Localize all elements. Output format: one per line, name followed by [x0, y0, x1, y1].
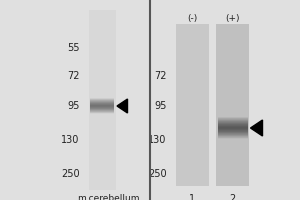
Bar: [90, 104, 114, 105]
Bar: [90, 107, 114, 108]
Bar: [218, 126, 248, 127]
Text: (+): (+): [225, 14, 240, 23]
Bar: [90, 109, 114, 110]
Bar: [90, 103, 114, 104]
Bar: [88, 10, 116, 190]
Bar: [90, 112, 114, 113]
Bar: [218, 138, 248, 139]
Bar: [218, 121, 248, 122]
Bar: [218, 135, 248, 136]
Bar: [90, 110, 114, 111]
Bar: [218, 136, 248, 137]
Polygon shape: [117, 99, 128, 113]
Text: 130: 130: [148, 135, 166, 145]
Bar: [90, 101, 114, 102]
Bar: [218, 127, 248, 128]
Text: m.cerebellum: m.cerebellum: [77, 194, 139, 200]
Bar: [218, 120, 248, 121]
Text: 72: 72: [67, 71, 80, 81]
Text: 95: 95: [67, 101, 80, 111]
Bar: [218, 129, 248, 130]
Bar: [218, 128, 248, 129]
Text: 55: 55: [67, 43, 80, 53]
Text: 130: 130: [61, 135, 80, 145]
Bar: [218, 123, 248, 124]
Bar: [218, 118, 248, 119]
Text: 2: 2: [230, 194, 236, 200]
Polygon shape: [250, 120, 262, 136]
Text: 250: 250: [61, 169, 80, 179]
Bar: [90, 111, 114, 112]
Bar: [218, 125, 248, 126]
Bar: [218, 124, 248, 125]
Bar: [90, 99, 114, 100]
Text: 250: 250: [148, 169, 167, 179]
Bar: [90, 106, 114, 107]
Bar: [90, 113, 114, 114]
Bar: [90, 102, 114, 103]
Bar: [218, 131, 248, 132]
Bar: [218, 134, 248, 135]
Bar: [90, 100, 114, 101]
Bar: [218, 119, 248, 120]
Bar: [90, 108, 114, 109]
Bar: [218, 132, 248, 133]
Text: 72: 72: [154, 71, 167, 81]
Bar: [90, 98, 114, 99]
Bar: [218, 130, 248, 131]
Text: (-): (-): [187, 14, 197, 23]
Bar: [218, 137, 248, 138]
Bar: [218, 133, 248, 134]
Text: 1: 1: [189, 194, 195, 200]
Bar: [218, 122, 248, 123]
Bar: [176, 24, 208, 186]
Bar: [218, 117, 248, 118]
Bar: [90, 105, 114, 106]
Text: 95: 95: [154, 101, 167, 111]
Bar: [216, 24, 249, 186]
